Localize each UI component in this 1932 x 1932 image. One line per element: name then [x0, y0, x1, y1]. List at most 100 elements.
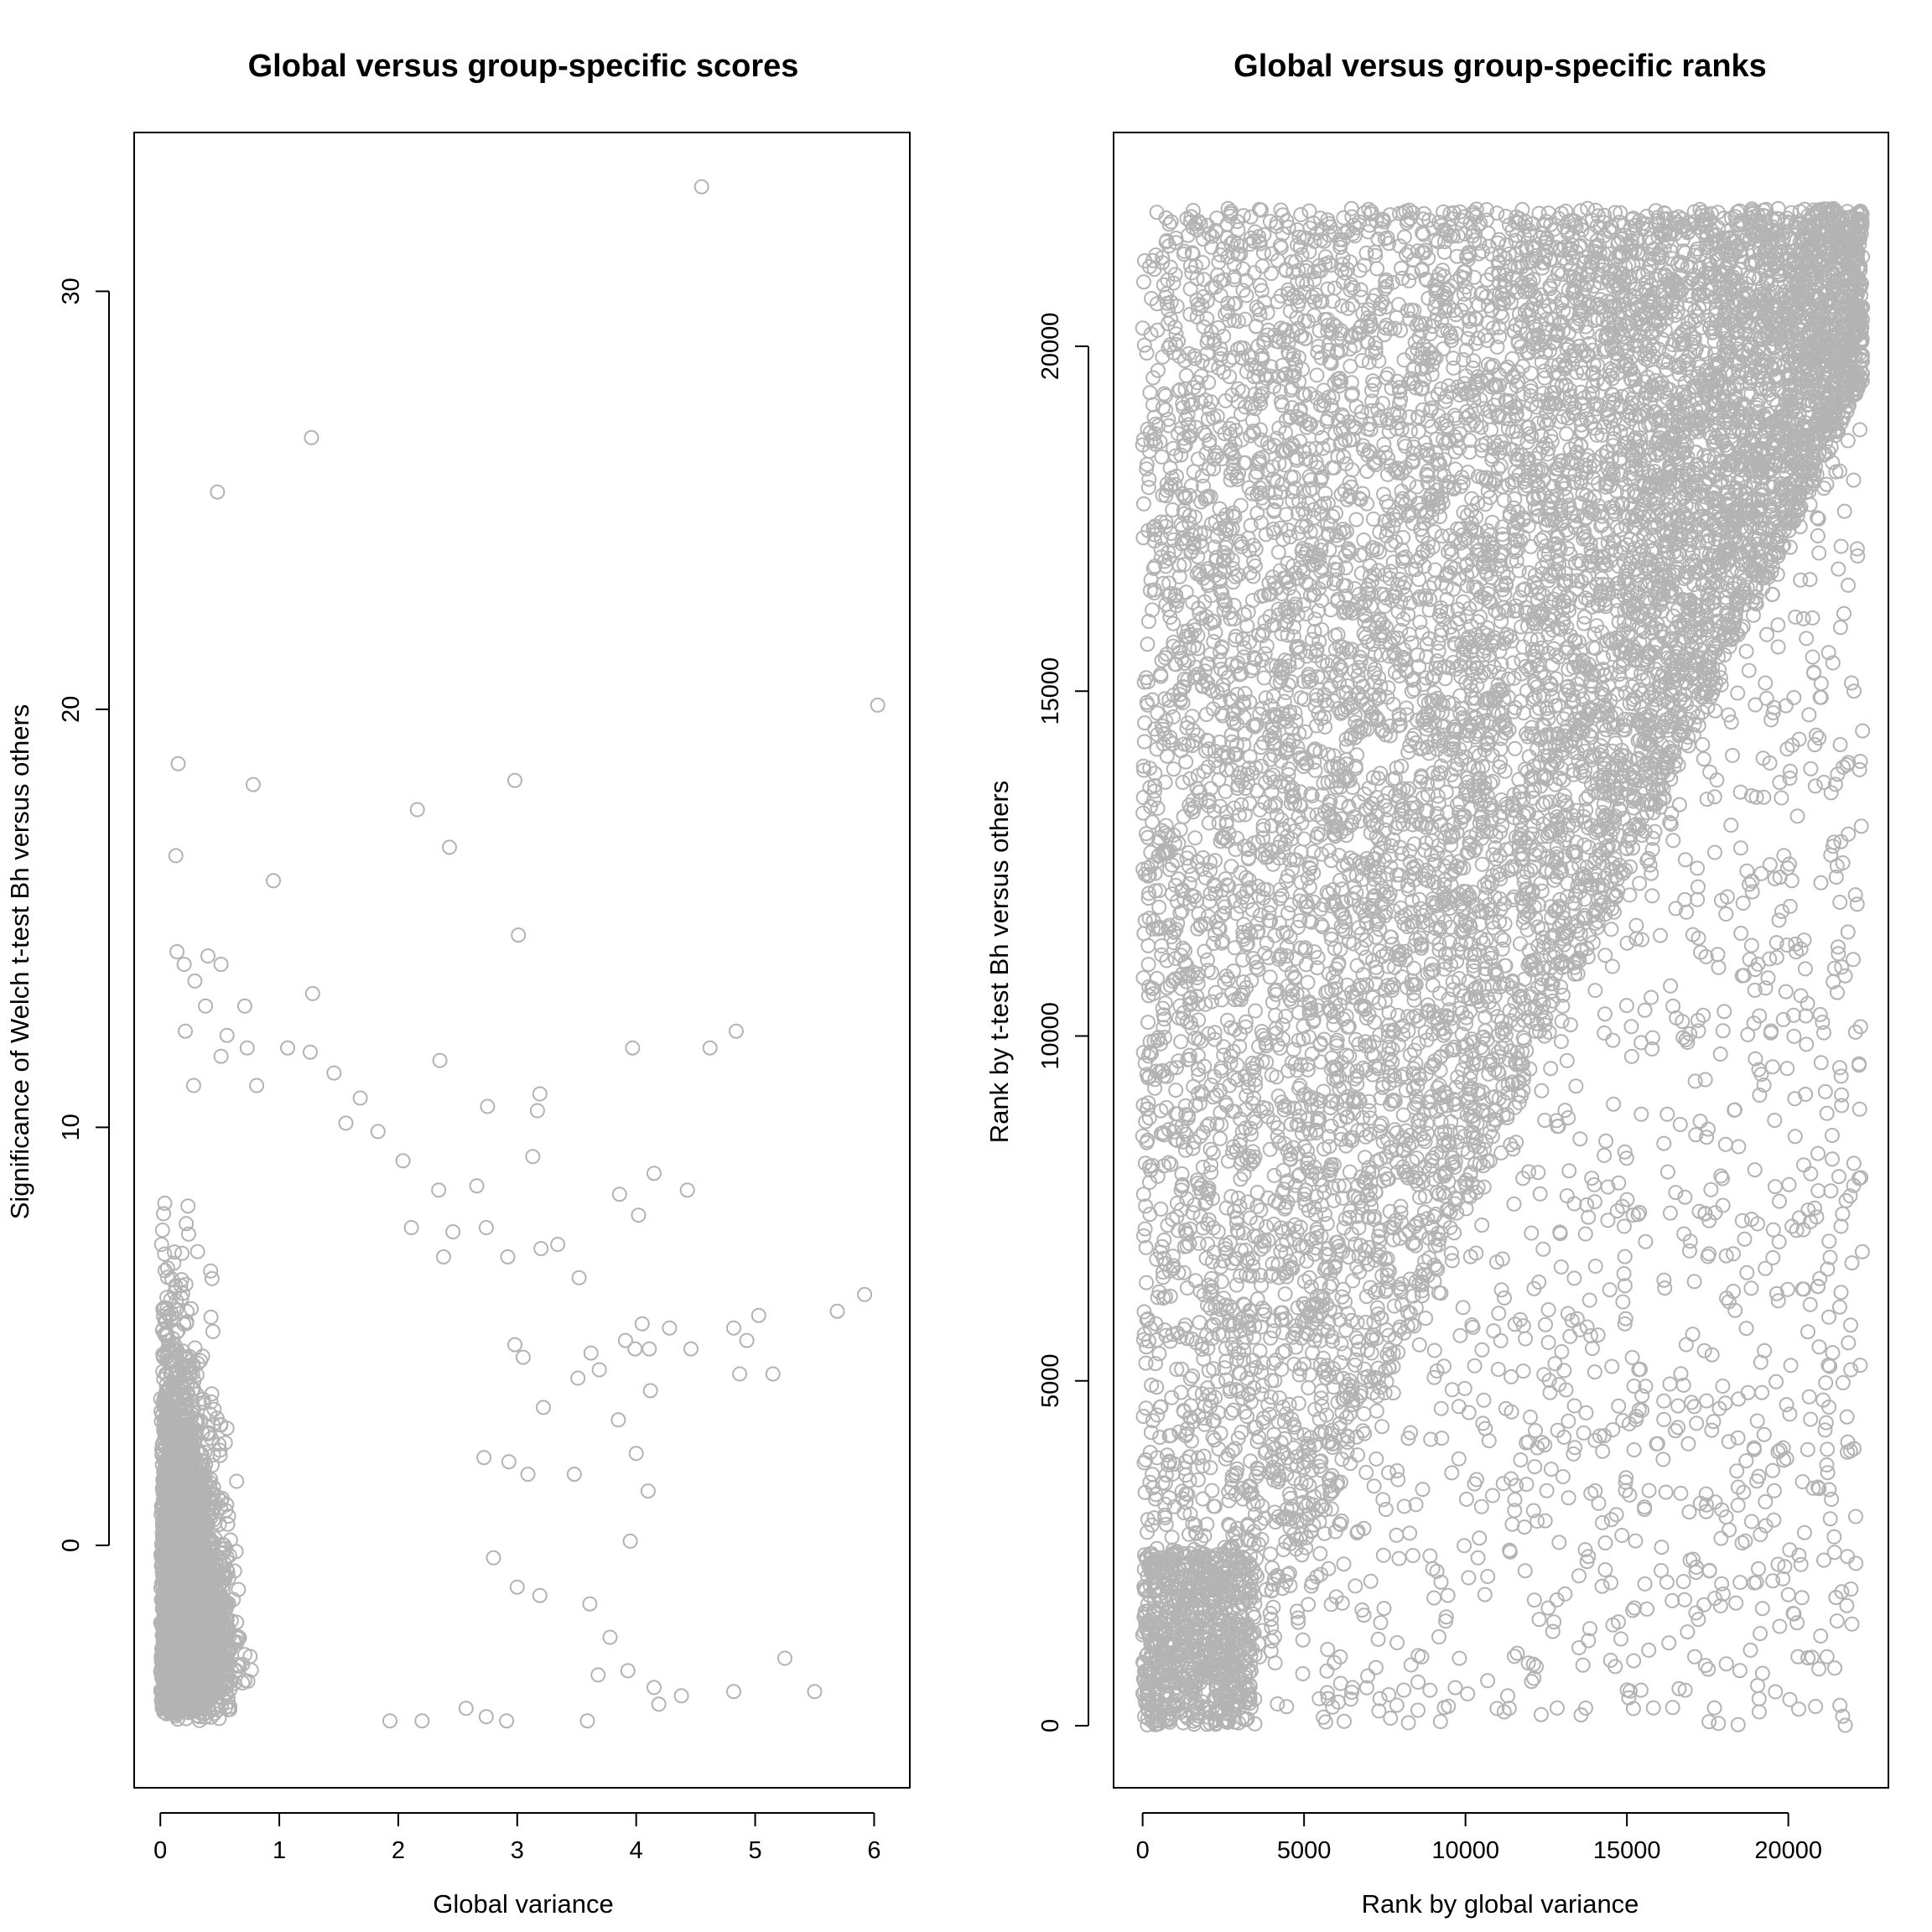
- scatter-point: [187, 973, 203, 989]
- scatter-point: [500, 1249, 516, 1265]
- scatter-point: [732, 1366, 748, 1382]
- scatter-point: [245, 776, 261, 792]
- scatter-point: [507, 772, 522, 788]
- scatter-point: [693, 179, 709, 195]
- scatter-point: [303, 1044, 318, 1060]
- scatter-point: [1480, 1569, 1496, 1584]
- scatter-point: [579, 1713, 595, 1729]
- scatter-point: [338, 1115, 354, 1131]
- scatter-point: [627, 1341, 643, 1357]
- scatter-point: [683, 1341, 699, 1357]
- scatter-point: [200, 948, 216, 963]
- scatter-point: [870, 697, 886, 713]
- scatter-point: [476, 1450, 492, 1466]
- left-y-axis-label: Significance of Welch t-test Bh versus o…: [5, 704, 34, 1220]
- scatter-point: [511, 927, 527, 943]
- scatter-point: [566, 1467, 582, 1483]
- x-tick-label: 3: [511, 1837, 524, 1864]
- scatter-point: [266, 873, 281, 889]
- scatter-point: [153, 1237, 169, 1252]
- y-tick-label: 30: [58, 278, 85, 304]
- scatter-point: [582, 1596, 598, 1612]
- scatter-point: [533, 1241, 549, 1256]
- scatter-point: [168, 848, 184, 864]
- scatter-point: [529, 1103, 545, 1119]
- scatter-point: [180, 1198, 196, 1214]
- scatter-point: [304, 985, 320, 1001]
- scatter-point: [1375, 1547, 1391, 1563]
- scatter-point: [525, 1149, 541, 1165]
- scatter-point: [382, 1713, 397, 1729]
- scatter-point: [590, 1667, 606, 1683]
- scatter-point: [662, 1320, 678, 1336]
- scatter-point: [203, 1263, 219, 1279]
- scatter-point: [442, 839, 457, 855]
- scatter-point: [210, 484, 226, 500]
- scatter-point: [204, 1270, 220, 1286]
- scatter-point: [239, 1040, 255, 1056]
- y-tick-label: 20: [58, 696, 85, 723]
- scatter-point: [532, 1587, 548, 1603]
- x-tick-label: 5: [748, 1837, 761, 1864]
- scatter-point: [807, 1684, 823, 1700]
- scatter-point: [157, 1246, 173, 1262]
- scatter-point: [469, 1178, 485, 1194]
- scatter-point: [478, 1220, 494, 1235]
- scatter-point: [651, 1696, 667, 1712]
- scatter-point: [642, 1383, 658, 1399]
- scatter-point: [480, 1098, 496, 1114]
- scatter-point: [602, 1629, 618, 1645]
- scatter-point: [212, 1447, 228, 1463]
- scatter-point: [532, 1086, 548, 1102]
- scatter-point: [486, 1550, 501, 1566]
- scatter-point: [726, 1320, 741, 1336]
- scatter-point: [515, 1349, 531, 1365]
- scatter-point: [198, 998, 214, 1014]
- right-chart-title: Global versus group-specific ranks: [1233, 49, 1767, 84]
- scatter-point: [536, 1400, 551, 1415]
- scatter-point: [620, 1663, 636, 1679]
- scatter-point: [445, 1224, 461, 1239]
- scatter-point: [571, 1270, 587, 1285]
- scatter-point: [458, 1701, 474, 1716]
- y-tick-label: 10: [58, 1114, 85, 1140]
- scatter-point: [326, 1065, 342, 1081]
- scatter-point: [765, 1366, 781, 1382]
- scatter-point: [750, 1307, 766, 1323]
- scatter-point: [611, 1187, 627, 1202]
- scatter-point: [280, 1040, 295, 1056]
- scatter-point: [176, 957, 192, 972]
- scatter-point: [170, 756, 186, 771]
- scatter-point: [647, 1166, 662, 1182]
- scatter-point: [509, 1579, 525, 1595]
- ranks-scatter-panel: Global versus group-specific ranks 0 5000…: [984, 49, 1889, 1919]
- scatter-point: [185, 1078, 201, 1093]
- left-chart-title: Global versus group-specific scores: [248, 49, 799, 84]
- scatter-point: [1402, 1525, 1418, 1541]
- scatter-point: [829, 1303, 845, 1319]
- scatter-point: [203, 1309, 219, 1325]
- scatter-point: [610, 1412, 626, 1428]
- y-tick-label: 0: [58, 1539, 85, 1552]
- scatter-point: [728, 1023, 744, 1039]
- scatter-point: [213, 957, 229, 972]
- scatter-point: [409, 802, 425, 818]
- scatter-point: [640, 1483, 656, 1499]
- left-plot-frame: [133, 132, 911, 1789]
- scatter-point: [622, 1533, 638, 1549]
- scatter-point: [370, 1124, 386, 1140]
- scatter-point: [641, 1341, 657, 1357]
- scatter-point: [570, 1370, 586, 1386]
- scatter-point: [236, 998, 252, 1014]
- scatter-point: [673, 1688, 689, 1704]
- scatter-point: [352, 1090, 368, 1106]
- scatter-point: [702, 1040, 718, 1056]
- scatter-point: [591, 1362, 607, 1378]
- scatter-point: [190, 1244, 205, 1259]
- scatter-point: [229, 1473, 245, 1489]
- scatter-point: [213, 1048, 229, 1064]
- left-point-cloud: [153, 179, 886, 1729]
- scatter-point: [507, 1337, 522, 1353]
